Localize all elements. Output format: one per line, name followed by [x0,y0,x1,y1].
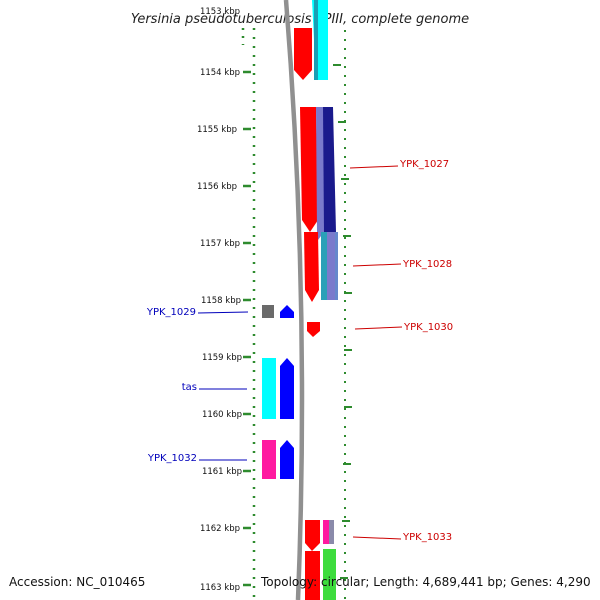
leader-line-1028 [352,263,402,267]
gene-group-top [294,0,328,80]
gene-red-1033 [305,520,320,551]
tick-label: 1163 kbp [200,583,240,593]
gene-cyan-tas [262,358,276,419]
gene-label-tas[interactable]: tas [182,382,197,393]
gene-label-ypk-1028[interactable]: YPK_1028 [402,259,452,270]
gene-group-1033 [305,520,336,600]
gene-green-bottom [323,549,336,600]
gene-label-ypk-1032[interactable]: YPK_1032 [147,453,197,464]
tick-label: 1154 kbp [200,68,240,78]
ruler-ticks: 1154 kbp 1155 kbp 1156 kbp 1157 kbp 1158… [197,68,251,593]
gene-group-1027 [300,107,336,240]
map-title: Yersinia pseudotuberculosis YPIII, compl… [131,12,469,27]
tick-label: 1161 kbp [202,467,242,477]
tick-label: 1162 kbp [200,524,240,534]
leader-line-1029 [197,311,249,314]
gene-red-1028 [304,232,319,302]
gene-label-ypk-1033[interactable]: YPK_1033 [402,532,452,543]
gene-label-ypk-1027[interactable]: YPK_1027 [399,159,449,170]
gene-steel-1028 [335,232,338,300]
gene-group-1028 [304,232,338,302]
gene-group-1032 [262,440,294,479]
gene-red-bottom [305,551,320,600]
genome-summary-text: Topology: circular; Length: 4,689,441 bp… [260,575,591,589]
left-gene-labels: YPK_1029 tas YPK_1032 [146,307,249,464]
gene-pink-1033 [323,520,329,544]
gene-blue-tas [280,358,294,419]
leader-line-1027 [349,165,399,169]
gene-group-tas [262,358,294,419]
tick-label: 1156 kbp [197,182,237,192]
gene-pink-1032 [262,440,276,479]
gene-slate-1028 [327,232,335,300]
gene-gray-1033 [329,520,334,544]
gene-blue-1032 [280,440,294,479]
leader-line-1030 [354,326,403,330]
gene-gray-1029 [262,305,274,318]
right-gene-labels: YPK_1027 YPK_1028 YPK_1030 YPK_1033 [349,159,453,543]
gene-label-ypk-1029[interactable]: YPK_1029 [146,307,196,318]
gene-cyan-top-shade [314,0,318,80]
gene-red-1027 [300,107,318,232]
genome-backbone [283,0,305,600]
gene-navy-1027 [322,107,336,240]
gene-blue-1029 [280,305,294,318]
tick-label: 1160 kbp [202,410,242,420]
gene-red-1030 [307,322,320,337]
tick-label: 1158 kbp [201,296,241,306]
tick-label: 1155 kbp [197,125,237,135]
tick-label-partial: 1153 kbp [200,7,240,17]
accession-text: Accession: NC_010465 [9,575,145,589]
gene-label-ypk-1030[interactable]: YPK_1030 [403,322,453,333]
gene-group-1029 [262,305,294,318]
leader-line-1033 [352,536,402,540]
tick-label: 1159 kbp [202,353,242,363]
tick-label: 1157 kbp [200,239,240,249]
gene-teal-1028 [321,232,327,300]
gene-slate-1027 [316,107,324,240]
right-ruler-ticks [333,64,352,579]
gene-red-top [294,28,312,80]
